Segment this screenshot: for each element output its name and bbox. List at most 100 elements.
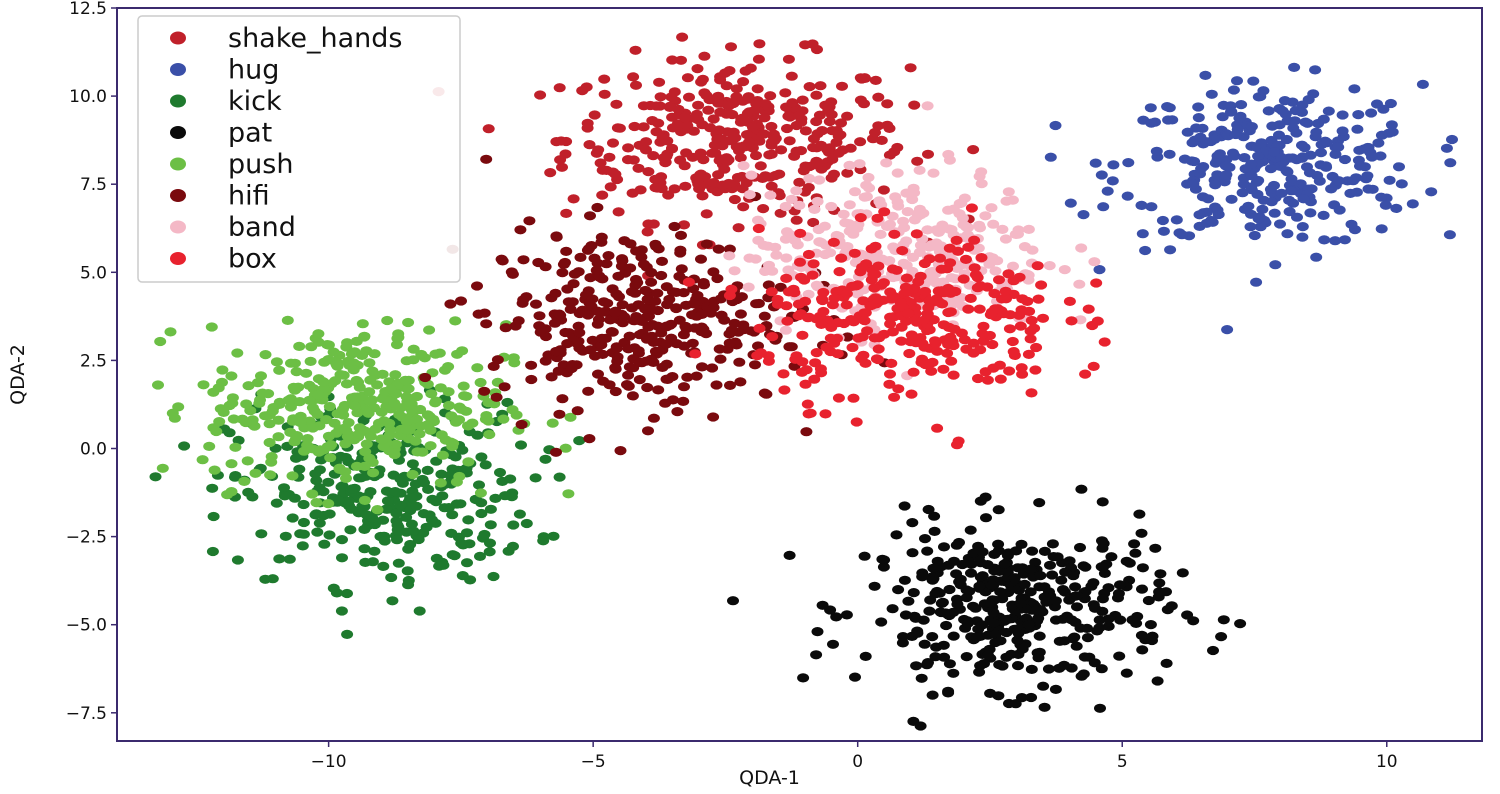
point-box <box>802 313 814 323</box>
point-hifi <box>642 426 654 436</box>
point-shake_hands <box>592 145 605 155</box>
point-pat <box>947 631 960 641</box>
point-pat <box>1069 582 1082 592</box>
point-shake_hands <box>881 99 894 109</box>
point-kick <box>420 522 433 532</box>
point-band <box>860 180 873 190</box>
point-pat <box>1030 605 1042 616</box>
point-pat <box>1038 546 1051 557</box>
point-kick <box>279 531 292 541</box>
point-hifi <box>594 308 607 318</box>
point-pat <box>919 534 931 544</box>
point-kick <box>407 526 420 536</box>
point-shake_hands <box>556 162 568 172</box>
point-pat <box>727 596 739 606</box>
point-shake_hands <box>811 44 823 55</box>
point-hifi <box>614 446 627 456</box>
point-hug <box>1268 147 1280 157</box>
point-pat <box>859 651 872 662</box>
point-kick <box>273 554 286 564</box>
point-pat <box>1098 568 1111 579</box>
point-pat <box>1114 580 1126 590</box>
point-pat <box>906 548 919 558</box>
point-shake_hands <box>756 173 769 183</box>
point-hifi <box>601 298 614 308</box>
point-pat <box>992 505 1005 515</box>
point-pat <box>1065 663 1078 673</box>
legend-marker <box>170 31 186 45</box>
point-pat <box>1065 615 1078 625</box>
point-push <box>546 418 559 428</box>
point-shake_hands <box>698 88 711 98</box>
point-shake_hands <box>598 89 611 99</box>
point-hifi <box>560 246 573 256</box>
point-push <box>449 316 462 326</box>
point-shake_hands <box>675 55 687 65</box>
point-shake_hands <box>676 32 689 42</box>
point-shake_hands <box>904 63 917 73</box>
point-pat <box>1008 573 1021 583</box>
plot-frame <box>116 7 1483 742</box>
legend-item-band: band <box>170 212 296 243</box>
point-pat <box>1057 585 1069 595</box>
point-shake_hands <box>841 111 854 121</box>
point-kick <box>400 512 413 523</box>
point-push <box>236 414 249 424</box>
point-kick <box>283 554 296 564</box>
point-hug <box>1097 202 1110 212</box>
point-hifi <box>444 299 457 309</box>
point-pat <box>1033 631 1046 641</box>
point-shake_hands <box>644 100 657 111</box>
point-hifi <box>706 363 719 373</box>
point-band <box>913 165 926 175</box>
point-push <box>154 336 167 347</box>
point-box <box>1031 261 1044 271</box>
point-pat <box>996 594 1009 604</box>
point-push <box>406 469 419 480</box>
point-box <box>840 289 853 299</box>
point-pat <box>1012 628 1025 638</box>
point-push <box>311 409 324 419</box>
point-band <box>757 240 770 250</box>
point-hifi <box>595 237 608 247</box>
point-hug <box>1276 106 1289 116</box>
point-hifi <box>533 311 546 321</box>
point-hifi <box>712 244 725 254</box>
point-band <box>825 201 838 212</box>
point-kick <box>259 574 272 584</box>
point-pat <box>1153 578 1166 588</box>
point-kick <box>311 527 324 537</box>
point-box <box>855 353 868 364</box>
point-push <box>429 398 442 408</box>
point-hug <box>1333 205 1346 215</box>
point-band <box>813 175 826 185</box>
point-box <box>945 356 958 366</box>
point-box <box>788 288 801 298</box>
point-box <box>858 308 871 318</box>
point-box <box>884 369 896 379</box>
point-pat <box>948 556 960 566</box>
point-push <box>306 489 319 499</box>
point-hug <box>1351 124 1364 134</box>
point-pat <box>1011 635 1024 645</box>
point-hug <box>1416 79 1429 89</box>
point-hug <box>1225 194 1238 204</box>
point-hifi <box>480 319 493 329</box>
point-hifi <box>530 299 542 309</box>
point-shake_hands <box>967 145 980 155</box>
point-box <box>918 258 931 269</box>
point-kick <box>423 510 436 520</box>
point-hifi <box>550 346 563 357</box>
point-hug <box>1233 113 1246 123</box>
point-pat <box>911 628 924 638</box>
point-pat <box>960 652 973 662</box>
point-hifi <box>749 360 761 370</box>
point-push <box>306 423 319 433</box>
point-box <box>848 248 861 258</box>
point-pat <box>892 585 905 595</box>
point-hifi <box>655 270 668 281</box>
point-pat <box>943 659 956 669</box>
point-push <box>564 412 577 422</box>
point-hug <box>1192 113 1205 123</box>
point-band <box>793 200 806 210</box>
